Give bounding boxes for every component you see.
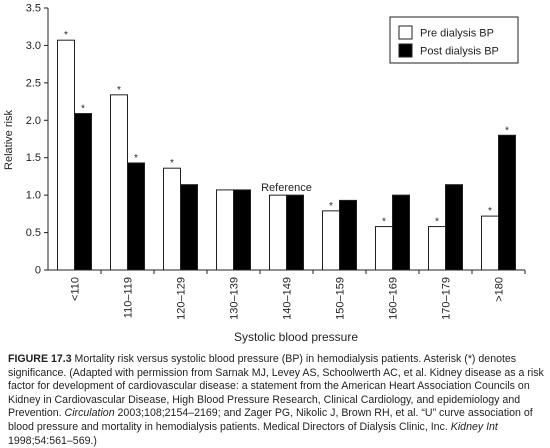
significance-marker: *	[134, 153, 138, 164]
legend-swatch	[398, 25, 413, 40]
x-axis: <110 110–119 120–129 130–139 140–149 150–159 1…	[48, 269, 526, 320]
caption-text: 2003;108;2154–2169; and Zager PG, Nikoli…	[8, 407, 533, 433]
x-tick-label: 120–129	[176, 277, 188, 320]
bar-pre	[163, 167, 181, 271]
bar-post	[392, 194, 410, 271]
bar-pre	[375, 226, 393, 271]
y-tick-label: 0.5	[26, 227, 41, 239]
chart: 0 0.5 1.0 1.5 2.0 2.5 3.0 3.5 * * * * * * * * * * <110 11…	[3, 3, 526, 344]
bar-pre	[269, 194, 287, 271]
y-axis: 0 0.5 1.0 1.5 2.0 2.5 3.0 3.5	[26, 3, 49, 277]
significance-marker: *	[64, 30, 68, 41]
significance-marker: *	[117, 85, 121, 96]
figure: 0 0.5 1.0 1.5 2.0 2.5 3.0 3.5 * * * * * * * * * * <110 11…	[3, 3, 544, 447]
bars: * * * * * * * * * *	[57, 30, 516, 271]
bar-post	[286, 194, 304, 271]
annotations: Reference	[261, 182, 312, 194]
x-tick-label: 110–119	[123, 277, 135, 318]
y-axis-label: Relative risk	[3, 110, 15, 170]
bar-post	[127, 162, 145, 271]
significance-marker: *	[505, 125, 509, 136]
bar-post	[74, 113, 92, 271]
caption-journal: Kidney Int	[450, 420, 498, 433]
x-tick-label: 150–159	[335, 277, 347, 320]
y-tick-label: 3.5	[26, 3, 41, 15]
y-tick-label: 0	[35, 265, 41, 277]
significance-marker: *	[382, 217, 386, 228]
caption-text: 1998;54:561–569.)	[8, 434, 97, 447]
x-tick-label: 130–139	[229, 277, 241, 320]
significance-marker: *	[329, 201, 333, 212]
bar-pre	[110, 94, 128, 271]
x-tick-label: 160–169	[388, 277, 400, 320]
bar-pre	[216, 189, 234, 271]
reference-annotation: Reference	[261, 182, 312, 194]
significance-marker: *	[81, 104, 85, 115]
bar-post	[498, 134, 516, 271]
significance-marker: *	[170, 158, 174, 169]
significance-marker: *	[435, 217, 439, 228]
x-tick-label: <110	[70, 277, 82, 301]
bar-pre	[428, 226, 446, 271]
significance-marker: *	[488, 206, 492, 217]
x-axis-label: Systolic blood pressure	[234, 330, 358, 344]
legend-label: Post dialysis BP	[420, 46, 499, 58]
bar-pre	[57, 39, 75, 271]
bar-post	[445, 184, 463, 271]
legend-swatch	[398, 43, 413, 58]
y-tick-label: 2.5	[26, 77, 41, 89]
y-tick-label: 1.5	[26, 152, 41, 164]
bar-pre	[481, 215, 499, 271]
bar-post	[180, 184, 198, 271]
bar-post	[339, 199, 357, 271]
figure-caption: FIGURE 17.3 Mortality risk versus systol…	[8, 353, 548, 448]
y-tick-label: 2.0	[26, 115, 41, 127]
x-tick-label: 170–179	[441, 277, 453, 320]
y-tick-label: 1.0	[26, 190, 41, 202]
caption-text: Mortality risk versus systolic blood pre…	[8, 353, 544, 420]
x-tick-label: >180	[494, 277, 506, 302]
legend-label: Pre dialysis BP	[420, 28, 494, 40]
caption-journal: Circulation	[64, 407, 115, 420]
x-tick-label: 140–149	[282, 277, 294, 320]
bar-post	[233, 189, 251, 271]
y-tick-label: 3.0	[26, 40, 41, 52]
caption-label: FIGURE 17.3	[8, 353, 72, 365]
bar-pre	[322, 210, 340, 271]
legend: Pre dialysis BP Post dialysis BP	[389, 16, 519, 64]
